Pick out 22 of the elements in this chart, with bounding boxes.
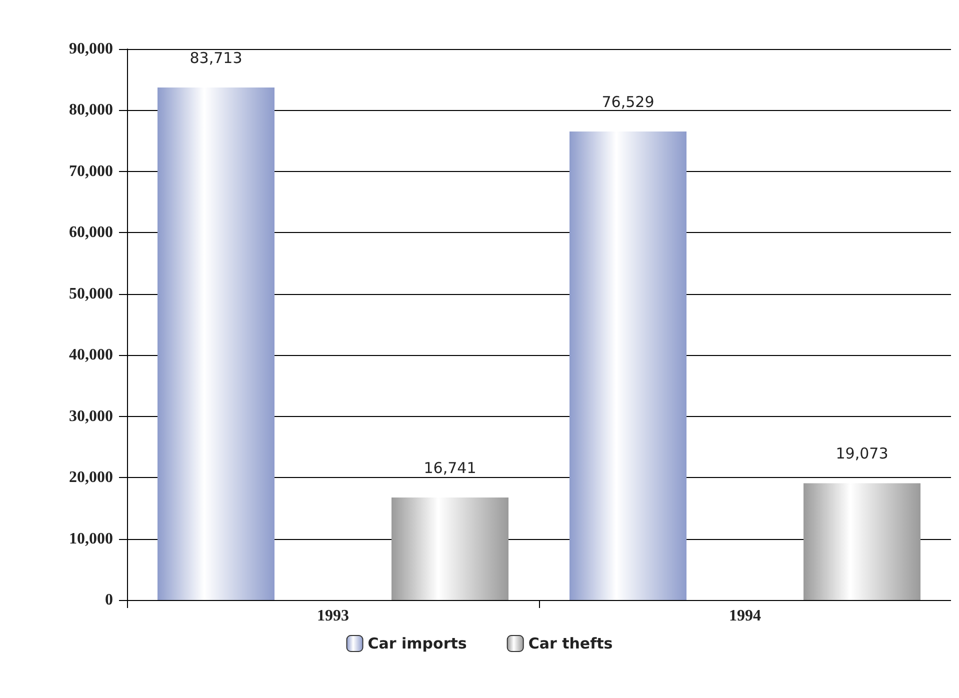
- data-label: 83,713: [190, 48, 242, 67]
- data-label: 76,529: [602, 92, 654, 111]
- y-tick-label: 0: [105, 592, 113, 608]
- bar: [392, 498, 508, 600]
- x-tick-label: 1994: [729, 608, 761, 624]
- bar: [804, 483, 920, 600]
- x-tick-label: 1993: [317, 608, 349, 624]
- legend-label: Car imports: [368, 634, 467, 652]
- bar: [570, 131, 686, 600]
- bar: [158, 87, 274, 600]
- y-tick-label: 70,000: [69, 162, 113, 180]
- y-tick-label: 40,000: [69, 346, 113, 364]
- legend-label: Car thefts: [528, 634, 613, 652]
- y-tick-label: 60,000: [69, 224, 113, 242]
- y-tick-label: 10,000: [69, 530, 113, 548]
- y-tick-label: 30,000: [69, 408, 113, 425]
- data-label: 16,741: [424, 459, 476, 478]
- y-tick-label: 50,000: [69, 285, 113, 302]
- y-tick-label: 90,000: [69, 40, 113, 58]
- y-tick-label: 20,000: [69, 469, 113, 486]
- data-label: 19,073: [836, 444, 888, 463]
- y-tick-label: 80,000: [69, 102, 113, 119]
